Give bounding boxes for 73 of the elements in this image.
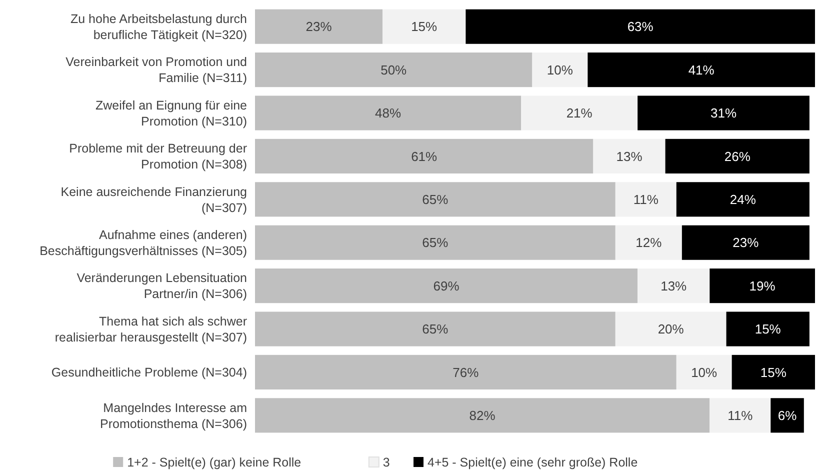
bar xyxy=(615,312,726,346)
data-label: 23% xyxy=(732,235,760,250)
data-label: 41% xyxy=(688,62,715,78)
bar xyxy=(710,398,771,433)
data-label: 15% xyxy=(760,364,787,380)
bar xyxy=(676,182,810,217)
bar xyxy=(382,9,466,44)
data-label: 50% xyxy=(380,62,408,78)
data-label: 61% xyxy=(411,148,438,164)
bar xyxy=(255,354,676,390)
y-tick-label: Probleme mit der Betreuung der Promotion (N=308) xyxy=(69,142,247,172)
bar xyxy=(732,354,815,390)
data-label: 24% xyxy=(730,192,756,207)
data-label: 23% xyxy=(306,19,332,34)
data-label: 26% xyxy=(724,148,751,164)
bar xyxy=(770,398,804,433)
bar xyxy=(255,268,638,304)
legend-label: 4+5 - Spielt(e) eine (sehr große) Rolle xyxy=(428,455,638,470)
data-label: 19% xyxy=(749,278,776,294)
y-tick-label: Veränderungen Lebensituation Partner/in (N=306) xyxy=(76,271,248,302)
bar xyxy=(255,52,532,88)
bar xyxy=(638,268,710,304)
data-label: 13% xyxy=(660,278,688,294)
y-tick-label: Mangelndes Interesse am Promotionsthema (N=306) xyxy=(100,400,247,431)
bar xyxy=(255,96,522,130)
bar xyxy=(615,182,676,217)
bar xyxy=(726,312,810,346)
data-label: 13% xyxy=(616,148,643,164)
y-tick-label: Vereinbarkeit von Promotion und Familie (N=311) xyxy=(66,55,248,86)
bar xyxy=(521,96,638,130)
data-label: 10% xyxy=(546,62,574,78)
y-tick-label: Zweifel an Eignung für eine Promotion (N=310) xyxy=(96,98,248,128)
y-tick-label: Keine ausreichende Finanzierung (N=307) xyxy=(60,184,248,215)
data-label: 63% xyxy=(627,19,654,34)
data-label: 20% xyxy=(658,322,684,337)
bar xyxy=(682,225,810,260)
y-tick-label: Zu hohe Arbeitsbelastung durch berufliche Tätigkeit (N=320) xyxy=(70,12,248,42)
data-label: 15% xyxy=(754,322,782,337)
data-label: 82% xyxy=(469,408,496,423)
data-label: 76% xyxy=(452,364,480,380)
bar xyxy=(638,96,810,130)
bar xyxy=(532,52,588,88)
bar xyxy=(255,398,710,433)
legend-label: 3 xyxy=(382,455,390,470)
bar xyxy=(710,268,815,304)
data-label: 11% xyxy=(728,408,754,423)
legend-label: 1+2 - Spielt(e) (gar) keine Rolle xyxy=(127,455,302,470)
bar xyxy=(255,9,383,44)
bar xyxy=(588,52,815,88)
bar xyxy=(255,312,616,346)
bar xyxy=(615,225,682,260)
y-tick-label: Gesundheitliche Probleme (N=304) xyxy=(51,366,247,380)
y-tick-label: Aufnahme eines (anderen) Beschäftigungsverhältnisses (N=305) xyxy=(40,228,247,258)
y-tick-label: Thema hat sich als schwer realisierbar herausgestellt (N=307) xyxy=(54,314,247,344)
data-label: 6% xyxy=(778,408,798,423)
data-label: 48% xyxy=(375,106,402,121)
bar xyxy=(255,138,594,174)
data-label: 21% xyxy=(566,106,593,121)
data-label: 12% xyxy=(636,235,662,250)
data-label: 11% xyxy=(633,192,659,207)
data-label: 65% xyxy=(422,192,449,207)
bar xyxy=(255,225,616,260)
data-label: 10% xyxy=(691,364,718,380)
data-label: 65% xyxy=(422,322,449,337)
bar xyxy=(593,138,666,174)
bar xyxy=(665,138,810,174)
bar xyxy=(676,354,732,390)
data-label: 69% xyxy=(433,278,460,294)
data-label: 65% xyxy=(422,235,449,250)
bar xyxy=(466,9,815,44)
data-label: 31% xyxy=(710,106,737,121)
bar xyxy=(255,182,616,217)
data-label: 15% xyxy=(411,19,438,34)
